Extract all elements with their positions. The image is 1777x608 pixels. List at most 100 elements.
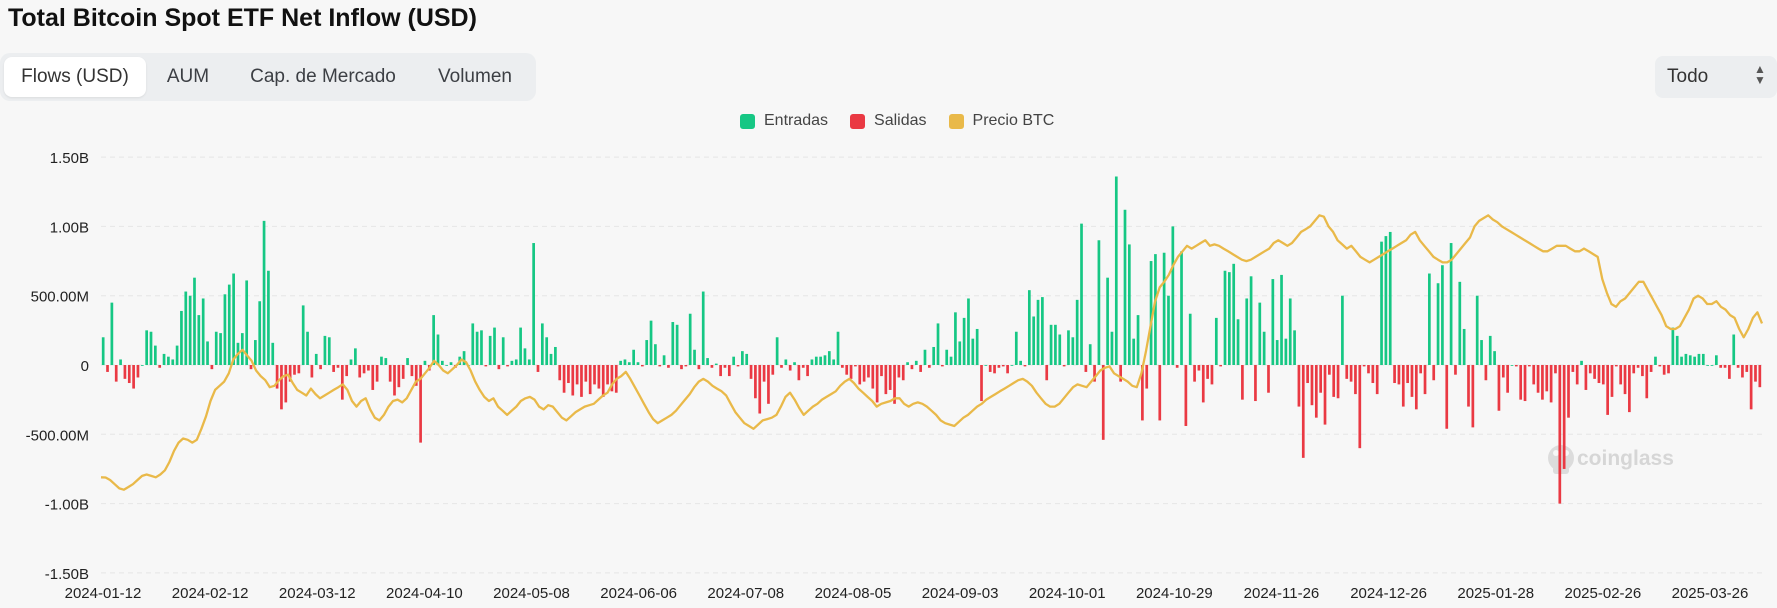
y-tick-label: 0 [81,358,89,375]
flow-bar [314,353,318,365]
flow-bar [1528,365,1531,367]
flow-bar [1167,295,1170,365]
flow-bar [732,356,736,365]
flow-bar [1114,176,1118,365]
flow-bar [288,365,292,382]
flow-bar [1306,365,1309,384]
flow-bar [1080,223,1083,365]
flow-bar [1249,276,1253,365]
flow-bar [1410,365,1414,397]
flow-bar [1493,351,1496,365]
flow-bar [1636,365,1640,368]
legend-item-inflows[interactable]: Entradas [740,112,828,130]
flow-bar [1436,283,1440,365]
x-tick-label: 2024-06-06 [600,585,677,602]
flow-bar [1675,335,1679,365]
x-tick-label: 2024-03-12 [279,585,356,602]
flow-bar [1475,295,1479,365]
flow-bar [1671,327,1675,365]
flow-bar [1075,299,1079,365]
flow-bar [119,359,122,365]
tab-flows[interactable]: Flows (USD) [4,57,146,97]
flow-bar [736,365,740,367]
flow-bar [1467,365,1470,407]
flow-bar [1141,365,1144,421]
flow-bar [1514,365,1518,367]
flow-bar [175,345,179,365]
flow-bar [1262,331,1266,365]
flow-bar [649,320,653,365]
flow-bar [623,359,627,365]
flow-bar [606,365,609,385]
x-tick-label: 2025-01-28 [1457,585,1534,602]
flow-bar [1341,295,1344,365]
flow-bar [401,365,405,379]
range-select[interactable]: Todo ▲ ▼ [1655,56,1777,98]
flow-bar [280,365,283,410]
y-axis-ticks: 1.50B 1.00B 500.00M 0 -500.00M -1.00B -1.50B [26,150,89,583]
flow-bar [1171,226,1175,365]
flow-bar [858,365,862,385]
flow-bar [388,365,392,382]
flow-bar [601,365,605,397]
flow-bar [1749,365,1753,410]
flow-bar [219,333,222,365]
legend-label-outflows: Salidas [874,112,927,129]
flow-bar [962,317,966,365]
flow-bar [354,348,357,365]
flow-bar [1054,324,1057,365]
flow-bar [875,365,879,403]
flow-bar [919,365,922,372]
flow-bar [1501,365,1505,378]
flow-bar [1023,365,1027,367]
flow-bar [423,360,427,365]
flow-bar [1758,365,1762,388]
flow-bar [1575,365,1579,385]
flow-bar [745,353,749,365]
y-tick-label: -1.50B [45,566,89,583]
flow-bar [610,365,614,392]
flow-bar [1267,365,1270,393]
flow-bar [1049,324,1053,365]
flow-bar [949,356,953,365]
flow-bar [901,365,905,381]
flow-bar [1401,365,1405,407]
flow-bar [1271,279,1275,365]
flow-bar [1001,365,1005,367]
legend-swatch-btc-price [948,113,964,129]
flow-bar [132,365,135,389]
flow-bar [1093,365,1096,382]
flow-bar [997,365,1001,368]
flow-bar [958,341,962,365]
flow-bar [1701,353,1705,365]
flow-bar [262,220,266,365]
flow-bar [1667,365,1670,374]
flow-bar [1649,365,1653,372]
flow-bar [1162,252,1166,365]
flow-bar [1314,365,1318,418]
x-tick-label: 2024-08-05 [815,585,892,602]
flow-bar [688,313,692,365]
tab-aum[interactable]: AUM [166,66,210,87]
flow-bar [1480,340,1483,365]
x-tick-label: 2024-11-26 [1244,585,1320,602]
legend-item-btc-price[interactable]: Precio BTC [948,112,1055,130]
tab-volume[interactable]: Volumen [438,66,512,87]
flow-bar [371,365,375,390]
tab-market-cap[interactable]: Cap. de Mercado [250,66,396,87]
flow-bar [436,334,440,365]
legend-item-outflows[interactable]: Salidas [850,112,927,130]
flow-bar [1723,365,1727,368]
legend-label-btc-price: Precio BTC [972,112,1055,129]
legend-label-inflows: Entradas [764,112,829,129]
flow-bar [327,337,331,365]
chart-type-tabs: Flows (USD) AUM Cap. de Mercado Volumen [0,53,536,101]
flow-bar [510,360,514,365]
flow-bar [206,341,209,365]
flow-bar [171,359,175,365]
flow-bar [1715,355,1718,365]
flow-bar [1510,365,1514,366]
flow-bar [1536,365,1540,393]
flow-bar [410,365,414,377]
flow-bar [184,291,188,365]
